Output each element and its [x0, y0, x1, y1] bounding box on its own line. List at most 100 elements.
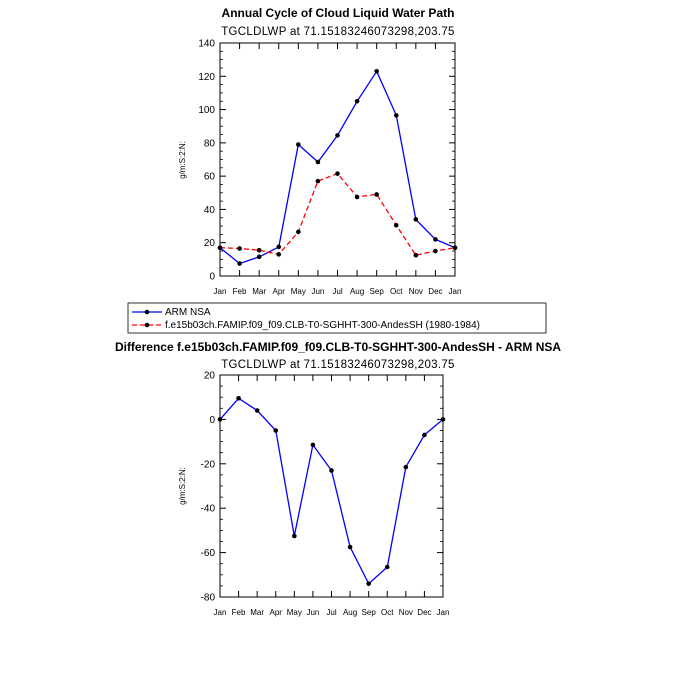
data-point: [217, 245, 223, 251]
data-point: [292, 533, 297, 539]
x-tick-label: Apr: [270, 608, 283, 617]
data-point: [366, 581, 371, 586]
data-point: [374, 68, 379, 74]
data-point: [403, 464, 409, 470]
y-axis-label: g/m:S:2:N:: [178, 467, 187, 505]
chart-title: Annual Cycle of Cloud Liquid Water Path: [222, 6, 455, 20]
series-line-0: [219, 69, 456, 265]
y-tick-label: 120: [198, 72, 215, 83]
x-tick-label: Sep: [362, 608, 377, 617]
legend-label-arm-nsa: ARM NSA: [165, 307, 211, 318]
y-tick-label: 40: [204, 205, 216, 216]
data-point: [393, 222, 399, 228]
x-tick-label: May: [287, 608, 302, 617]
y-tick-label: 20: [204, 371, 216, 382]
data-point: [329, 468, 334, 473]
legend-marker-model: [144, 322, 150, 328]
data-point: [433, 237, 438, 242]
legend-label-model: f.e15b03ch.FAMIP.f09_f09.CLB-T0-SGHHT-30…: [165, 320, 480, 331]
data-point: [273, 428, 279, 433]
y-tick-label: 20: [204, 238, 216, 249]
x-tick-label: Nov: [409, 287, 423, 296]
y-tick-label: 80: [204, 138, 216, 149]
data-point: [296, 229, 301, 235]
x-tick-label: Jul: [326, 608, 336, 617]
x-tick-label: Feb: [233, 287, 247, 296]
x-tick-label: Apr: [273, 287, 286, 296]
x-tick-label: Jan: [449, 287, 462, 296]
y-ticks: 0 20 40 60 80 100 120 140: [198, 39, 455, 283]
series-group: [217, 396, 446, 586]
x-ticks: Jan Feb Mar Apr May Jun Jul Aug Sep Oct Nov Dec Jan: [214, 375, 450, 617]
chart-title: Difference f.e15b03ch.FAMIP.f09_f09.CLB-…: [115, 340, 561, 354]
legend-entry-model: f.e15b03ch.FAMIP.f09_f09.CLB-T0-SGHHT-30…: [132, 320, 480, 331]
x-tick-label: Jun: [311, 287, 324, 296]
data-point: [354, 194, 360, 200]
x-tick-label: Jun: [306, 608, 319, 617]
x-tick-label: Aug: [350, 287, 364, 296]
x-tick-label: Jan: [214, 287, 227, 296]
x-tick-label: Mar: [250, 608, 264, 617]
data-point: [452, 245, 458, 251]
x-ticks: Jan Feb Mar Apr May Jun Jul Aug Sep Oct Nov Dec Jan: [214, 43, 462, 296]
y-tick-label: 0: [209, 272, 215, 283]
data-point: [347, 544, 353, 550]
data-point: [413, 217, 419, 222]
data-point: [315, 178, 321, 184]
x-tick-label: Dec: [428, 287, 442, 296]
y-ticks: -80 -60 -40 -20 0 20: [201, 371, 443, 604]
data-point: [236, 396, 241, 401]
plot-frame: [219, 42, 456, 277]
data-point: [296, 142, 301, 147]
data-point: [315, 159, 321, 165]
y-tick-label: -80: [201, 593, 216, 604]
chart-subtitle: TGCLDLWP at 71.15183246073298,203.75: [221, 359, 455, 371]
y-tick-label: -20: [201, 459, 216, 470]
data-point: [413, 252, 419, 258]
annual-cycle-chart: Annual Cycle of Cloud Liquid Water Path …: [178, 6, 461, 296]
x-tick-label: Feb: [232, 608, 246, 617]
data-point: [335, 133, 340, 138]
x-tick-label: Oct: [390, 287, 403, 296]
x-tick-label: Nov: [399, 608, 413, 617]
y-axis-label: g/m:S:2:N:: [178, 141, 187, 179]
x-tick-label: Mar: [252, 287, 266, 296]
legend: ARM NSA f.e15b03ch.FAMIP.f09_f09.CLB-T0-…: [127, 302, 547, 334]
data-point: [374, 192, 379, 197]
data-point: [276, 252, 282, 257]
data-point: [384, 564, 390, 570]
legend-box: [127, 302, 547, 334]
data-point: [440, 417, 446, 422]
data-point: [237, 246, 242, 251]
data-point: [254, 408, 260, 413]
data-point: [256, 254, 262, 260]
legend-entry-arm-nsa: ARM NSA: [132, 307, 211, 318]
y-tick-label: -40: [201, 504, 216, 515]
data-point: [256, 247, 262, 253]
data-point: [354, 98, 360, 104]
data-point: [276, 244, 282, 250]
chart-subtitle: TGCLDLWP at 71.15183246073298,203.75: [221, 26, 455, 38]
x-tick-label: Dec: [417, 608, 431, 617]
y-tick-label: 100: [198, 105, 215, 116]
y-tick-label: 140: [198, 39, 215, 50]
x-tick-label: May: [291, 287, 306, 296]
data-point: [422, 432, 427, 438]
series-group: [217, 68, 458, 266]
x-tick-label: Aug: [343, 608, 357, 617]
x-tick-label: Oct: [381, 608, 394, 617]
series-line-0: [219, 397, 444, 585]
series-line-1: [219, 172, 456, 256]
data-point: [433, 248, 438, 254]
x-tick-label: Jul: [332, 287, 342, 296]
difference-chart: Difference f.e15b03ch.FAMIP.f09_f09.CLB-…: [115, 340, 561, 617]
x-tick-label: Jan: [437, 608, 450, 617]
legend-marker-arm-nsa: [144, 309, 150, 315]
x-tick-label: Jan: [214, 608, 227, 617]
data-point: [310, 442, 316, 448]
y-tick-label: -60: [201, 548, 216, 559]
data-point: [237, 261, 242, 266]
x-tick-label: Sep: [370, 287, 385, 296]
y-tick-label: 0: [209, 415, 215, 426]
